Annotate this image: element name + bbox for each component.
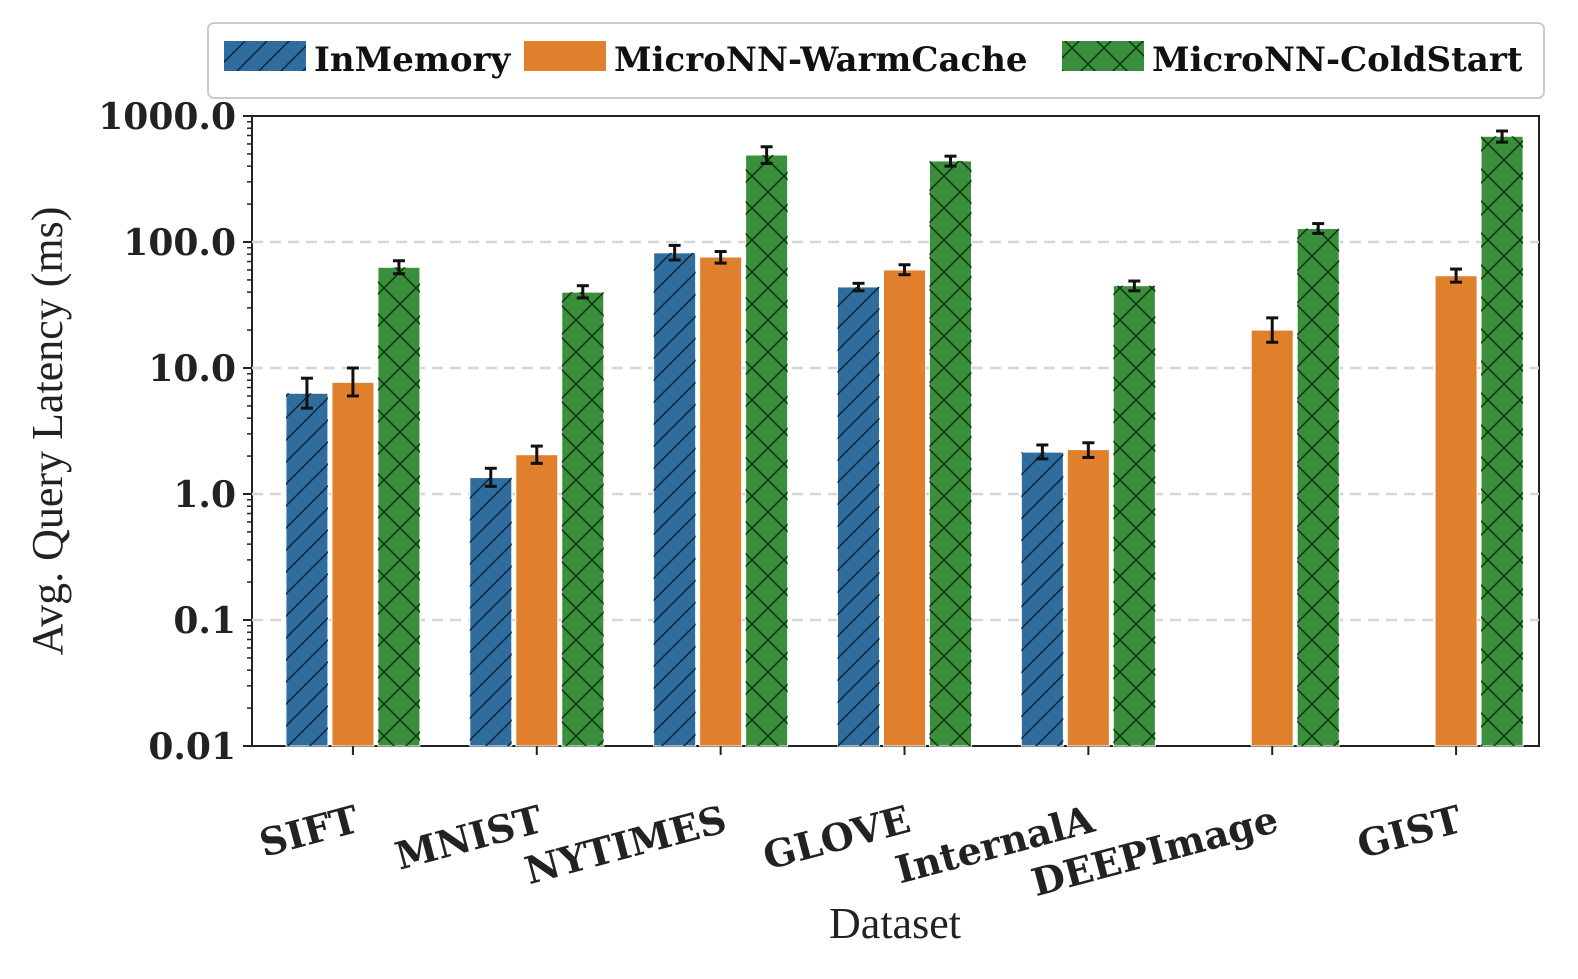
y-tick-label: 1000.0 — [98, 96, 236, 138]
y-axis-ticks: 0.01 0.1 1.0 10.0 100.0 1000.0 — [98, 96, 252, 768]
bar-micronn-warmcache-deepimage — [1250, 329, 1294, 747]
legend-swatch — [524, 41, 606, 71]
legend: InMemory MicroNN-WarmCache MicroNN-ColdSta… — [207, 22, 1545, 99]
bar-hatch — [1297, 228, 1340, 746]
legend-swatch-hatch — [224, 41, 306, 71]
bar-hatch — [1021, 452, 1064, 746]
error-bars — [300, 129, 1509, 488]
bar-hatch — [377, 267, 420, 746]
legend-label: MicroNN-WarmCache — [614, 40, 1028, 80]
x-tick-label: GLOVE — [758, 796, 915, 878]
bar-hatch — [1481, 136, 1524, 747]
x-tick-label: GIST — [1352, 796, 1466, 867]
x-tick-label: SIFT — [255, 796, 364, 865]
legend-items: InMemory MicroNN-WarmCache MicroNN-ColdSta… — [224, 40, 1523, 80]
bar-micronn-warmcache-nytimes — [699, 256, 743, 747]
bar-hatch — [561, 292, 604, 746]
y-tick-label: 0.1 — [173, 600, 236, 642]
bar-hatch — [745, 155, 788, 747]
legend-label: MicroNN-ColdStart — [1152, 40, 1523, 80]
y-tick-label: 1.0 — [173, 474, 236, 516]
legend-swatch-hatch — [1062, 41, 1144, 71]
x-tick-label: NYTIMES — [520, 796, 731, 893]
bar-hatch — [837, 286, 880, 746]
bar-hatch — [1113, 285, 1156, 746]
bar-hatch — [653, 252, 696, 747]
bar-micronn-warmcache-glove — [883, 269, 926, 747]
bar-hatch — [929, 160, 972, 747]
bar-micronn-warmcache-internala — [1066, 449, 1110, 747]
bar-micronn-warmcache-sift — [331, 381, 375, 747]
y-tick-label: 100.0 — [123, 222, 236, 264]
bar-hatch — [469, 477, 512, 746]
legend-label: InMemory — [314, 40, 511, 80]
bar-micronn-warmcache-gist — [1434, 275, 1478, 747]
y-tick-label: 10.0 — [148, 348, 236, 390]
x-axis-label: Dataset — [829, 899, 961, 948]
bar-hatch — [285, 393, 328, 746]
y-axis-label: Avg. Query Latency (ms) — [23, 207, 72, 656]
bars — [285, 135, 1524, 747]
y-tick-label: 0.01 — [148, 726, 236, 768]
bar-micronn-warmcache-mnist — [515, 454, 559, 747]
